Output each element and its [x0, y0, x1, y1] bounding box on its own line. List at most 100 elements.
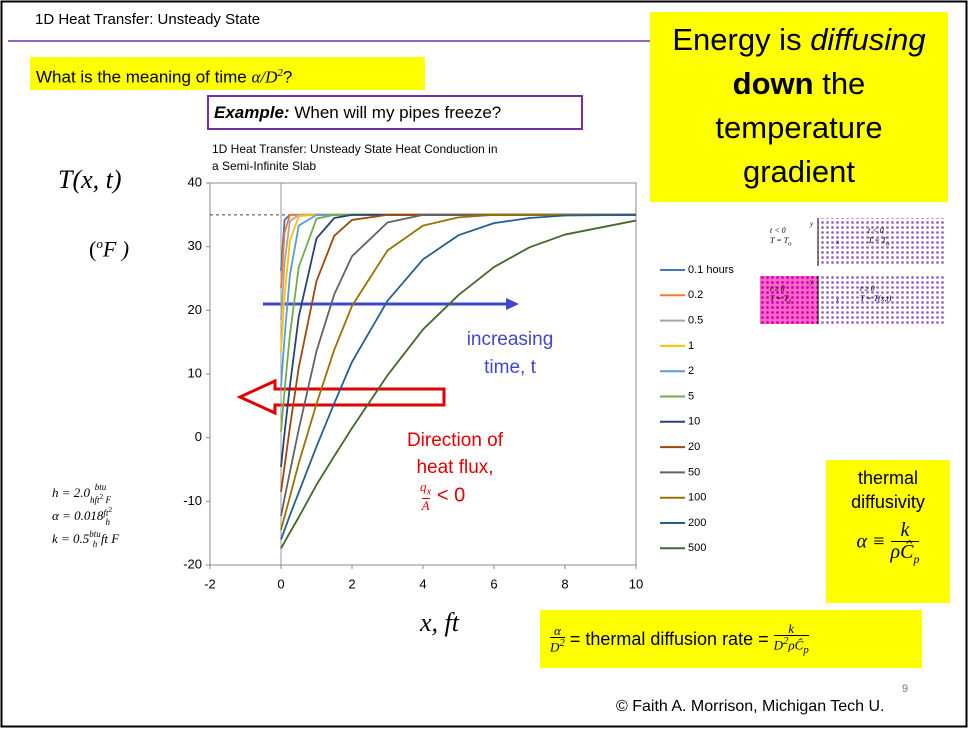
legend-label: 5: [688, 390, 694, 402]
text: D: [550, 640, 559, 655]
text: ?: [283, 68, 292, 87]
copyright: © Faith A. Morrison, Michigan Tech U.: [616, 698, 884, 716]
text: t < 0: [868, 226, 889, 236]
text: α = 0.018: [52, 508, 103, 523]
chart-title: a Semi-Infinite Slab: [212, 159, 316, 173]
text: k: [788, 622, 794, 636]
text: t ≥ 0: [770, 284, 791, 294]
annotation: heat flux,: [416, 457, 493, 478]
text: < 0: [431, 485, 465, 507]
x-tick-label: 8: [561, 576, 568, 591]
text: k = 0.5: [52, 531, 89, 546]
flux-math: qxA < 0: [420, 480, 465, 513]
schematic-axis: x: [836, 296, 839, 304]
annotation: increasing: [467, 329, 554, 350]
text: ρĈ: [891, 541, 914, 563]
time-arrow-head: [506, 298, 519, 310]
y-tick-label: -20: [183, 556, 202, 571]
x-tick-label: 6: [490, 576, 497, 591]
y-tick-label: 0: [195, 429, 202, 444]
example-box: Example: When will my pipes freeze?: [207, 95, 583, 130]
text: What is the meaning of time: [36, 68, 251, 87]
series-line: [281, 215, 636, 288]
text: down: [733, 66, 814, 101]
schematic-axis: y: [810, 220, 813, 228]
legend-label: 0.1 hours: [688, 264, 734, 276]
legend-label: 1: [688, 340, 694, 352]
text: t ≥ 0: [860, 284, 891, 294]
legend-label: 200: [688, 517, 706, 529]
text: Example:: [214, 103, 290, 122]
text: D: [774, 638, 783, 653]
math: α/D: [251, 68, 277, 87]
y-tick-label: 20: [188, 302, 202, 317]
chart-title: 1D Heat Transfer: Unsteady State Heat Co…: [212, 142, 498, 156]
x-tick-label: 10: [629, 576, 643, 591]
page-number: 9: [902, 683, 908, 695]
text: F ): [103, 236, 129, 261]
text: temperature: [715, 110, 882, 145]
text: T = T: [770, 294, 788, 303]
legend-label: 2: [688, 365, 694, 377]
y-tick-label: 30: [188, 238, 202, 253]
series-line: [281, 215, 636, 387]
header: 1D Heat Transfer: Unsteady State: [35, 11, 260, 28]
x-axis-label: x, ft: [419, 608, 460, 637]
annotation: time, t: [484, 357, 536, 378]
text: When will my pipes freeze?: [290, 103, 502, 122]
schematic-axis: x: [836, 238, 839, 246]
text: h = 2.0: [52, 485, 90, 500]
x-tick-label: 2: [348, 576, 355, 591]
text: 2: [108, 505, 112, 514]
text: o: [886, 241, 889, 248]
text: the: [814, 66, 866, 101]
legend-label: 500: [688, 542, 706, 554]
legend-label: 20: [688, 441, 700, 453]
schematic-axis: y: [810, 278, 813, 286]
text: hft: [90, 495, 100, 505]
x-tick-label: 0: [277, 576, 284, 591]
slide: 1D Heat Transfer: Unsteady State Heat Co…: [0, 0, 969, 729]
y-axis-unit: (oF ): [89, 236, 129, 262]
text: h: [105, 518, 110, 527]
text: h: [93, 540, 98, 549]
text: Energy is: [672, 22, 810, 57]
text: = thermal diffusion rate =: [565, 629, 774, 650]
legend-label: 10: [688, 416, 700, 428]
text: ρĈ: [788, 638, 803, 653]
text: t < 0: [770, 226, 791, 236]
x-tick-label: 4: [419, 576, 426, 591]
text: T = T(x,t): [860, 294, 891, 304]
text: o: [788, 241, 791, 248]
text: thermal: [826, 466, 950, 490]
text: F: [103, 495, 111, 505]
y-tick-label: 40: [188, 174, 202, 189]
text: T = T: [770, 236, 788, 245]
text: 1: [788, 299, 791, 306]
annotation: Direction of: [407, 430, 504, 451]
text: k: [901, 520, 910, 541]
text: diffusivity: [826, 490, 950, 514]
question: What is the meaning of time α/D2?: [30, 57, 425, 90]
series-line: [281, 215, 636, 271]
text: A: [422, 498, 430, 513]
legend-label: 100: [688, 492, 706, 504]
text: gradient: [743, 154, 855, 189]
text: p: [803, 644, 808, 656]
text: T = T: [868, 236, 886, 245]
text: diffusing: [810, 22, 925, 57]
legend-label: 0.2: [688, 289, 703, 301]
x-tick-label: -2: [204, 576, 216, 591]
text: α ≡: [857, 530, 886, 552]
y-axis-label: T(x, t): [58, 165, 122, 194]
y-tick-label: -10: [183, 493, 202, 508]
legend-label: 50: [688, 466, 700, 478]
text: p: [913, 552, 919, 566]
